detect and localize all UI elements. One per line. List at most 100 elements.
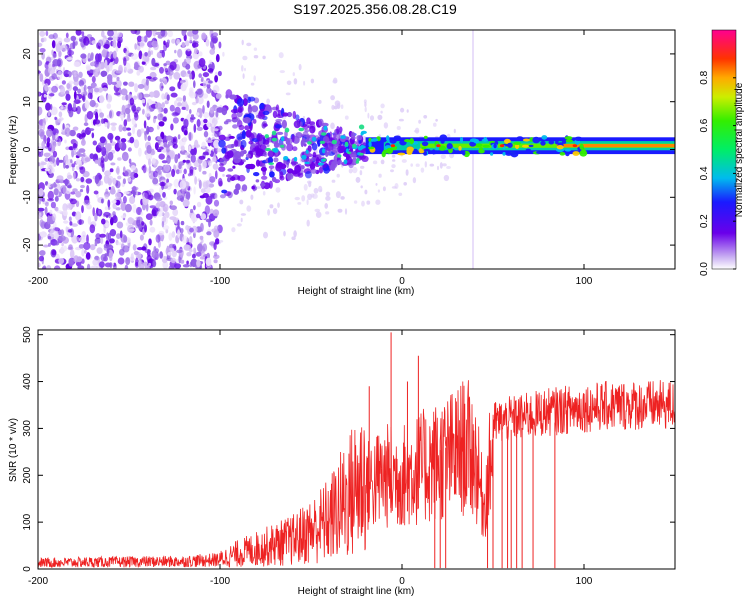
noise-blob bbox=[107, 30, 114, 37]
noise-blob bbox=[73, 150, 77, 156]
noise-blob bbox=[38, 199, 42, 205]
faint-blob bbox=[378, 173, 382, 178]
noise-blob bbox=[81, 95, 85, 101]
transition-blob bbox=[292, 146, 298, 152]
transition-blob bbox=[230, 109, 239, 114]
noise-blob bbox=[117, 175, 122, 180]
noise-blob bbox=[114, 192, 122, 199]
transition-blob bbox=[263, 151, 268, 157]
transition-blob bbox=[356, 135, 363, 141]
noise-blob bbox=[80, 53, 87, 59]
noise-blob bbox=[137, 84, 145, 89]
colorbar-ticks: 0.0 0.2 0.4 0.6 0.8 bbox=[699, 70, 736, 276]
noise-blob bbox=[72, 102, 77, 111]
noise-blob bbox=[83, 84, 87, 92]
y-tick-label: 200 bbox=[22, 467, 33, 484]
faint-blob bbox=[429, 163, 435, 167]
noise-blob bbox=[58, 257, 65, 265]
noise-blob bbox=[144, 132, 148, 141]
noise-blob bbox=[104, 121, 108, 128]
transition-blob bbox=[267, 156, 273, 164]
noise-blob bbox=[148, 158, 151, 166]
noise-blob bbox=[114, 79, 122, 88]
x-tick-label: -200 bbox=[28, 276, 48, 287]
noise-blob bbox=[69, 198, 77, 205]
noise-blob bbox=[62, 123, 65, 130]
faint-blob bbox=[272, 208, 278, 215]
noise-blob bbox=[196, 201, 202, 208]
noise-blob bbox=[189, 236, 193, 245]
noise-blob bbox=[62, 210, 68, 217]
noise-blob bbox=[107, 151, 114, 161]
noise-blob bbox=[173, 72, 181, 80]
noise-blob bbox=[185, 40, 190, 47]
faint-blob bbox=[318, 185, 323, 193]
transition-blob bbox=[255, 159, 261, 167]
band-blob bbox=[564, 148, 571, 152]
noise-blob bbox=[104, 206, 109, 211]
faint-blob bbox=[391, 154, 396, 158]
noise-blob bbox=[115, 167, 120, 174]
noise-blob bbox=[69, 249, 75, 259]
noise-blob bbox=[212, 85, 220, 94]
noise-blob bbox=[192, 33, 199, 40]
noise-blob bbox=[106, 74, 113, 81]
noise-blob bbox=[177, 134, 181, 140]
transition-blob bbox=[304, 171, 312, 179]
band-blob bbox=[386, 147, 393, 154]
faint-blob bbox=[401, 159, 407, 163]
noise-blob bbox=[206, 252, 210, 260]
noise-blob bbox=[127, 228, 135, 232]
noise-blob bbox=[72, 188, 78, 193]
noise-blob bbox=[214, 194, 218, 199]
noise-blob bbox=[106, 232, 109, 241]
noise-blob bbox=[193, 186, 196, 195]
noise-blob bbox=[152, 30, 157, 37]
noise-blob bbox=[148, 262, 152, 267]
transition-blob bbox=[310, 168, 317, 174]
noise-blob bbox=[182, 264, 190, 268]
noise-blob bbox=[146, 144, 152, 154]
noise-blob bbox=[68, 216, 72, 222]
noise-blob bbox=[124, 169, 132, 177]
noise-blob bbox=[184, 48, 192, 52]
faint-blob bbox=[446, 166, 451, 169]
band-blob bbox=[548, 140, 555, 145]
noise-blob bbox=[127, 132, 132, 137]
noise-blob bbox=[63, 220, 69, 224]
noise-blob bbox=[182, 159, 186, 163]
band-peak bbox=[390, 144, 396, 148]
hot-spot bbox=[331, 139, 337, 145]
faint-blob bbox=[443, 174, 450, 182]
faint-blob bbox=[242, 73, 245, 79]
noise-blob bbox=[149, 226, 156, 233]
band-blob bbox=[371, 138, 379, 142]
faint-blob bbox=[403, 182, 408, 186]
noise-blob bbox=[189, 72, 193, 80]
noise-blob bbox=[176, 249, 183, 254]
noise-blob bbox=[54, 241, 60, 246]
noise-blob bbox=[86, 110, 94, 120]
noise-blob bbox=[45, 202, 49, 207]
noise-blob bbox=[165, 172, 172, 178]
noise-blob bbox=[200, 188, 206, 194]
noise-blob bbox=[189, 227, 194, 233]
noise-blob bbox=[51, 249, 57, 256]
transition-blob bbox=[256, 133, 263, 142]
band-blob bbox=[528, 144, 534, 148]
noise-blob bbox=[122, 126, 127, 132]
band-blob bbox=[504, 138, 511, 144]
noise-blob bbox=[110, 217, 114, 226]
transition-blob bbox=[291, 134, 295, 143]
faint-blob bbox=[410, 163, 414, 167]
band-blob bbox=[490, 152, 494, 156]
noise-blob bbox=[82, 152, 86, 157]
hot-spot bbox=[355, 160, 359, 164]
noise-blob bbox=[202, 181, 209, 190]
noise-blob bbox=[101, 146, 107, 157]
transition-blob bbox=[241, 184, 248, 192]
noise-blob bbox=[90, 62, 95, 67]
noise-blob bbox=[41, 140, 46, 149]
band-blob bbox=[423, 135, 428, 139]
faint-blob bbox=[330, 95, 335, 101]
